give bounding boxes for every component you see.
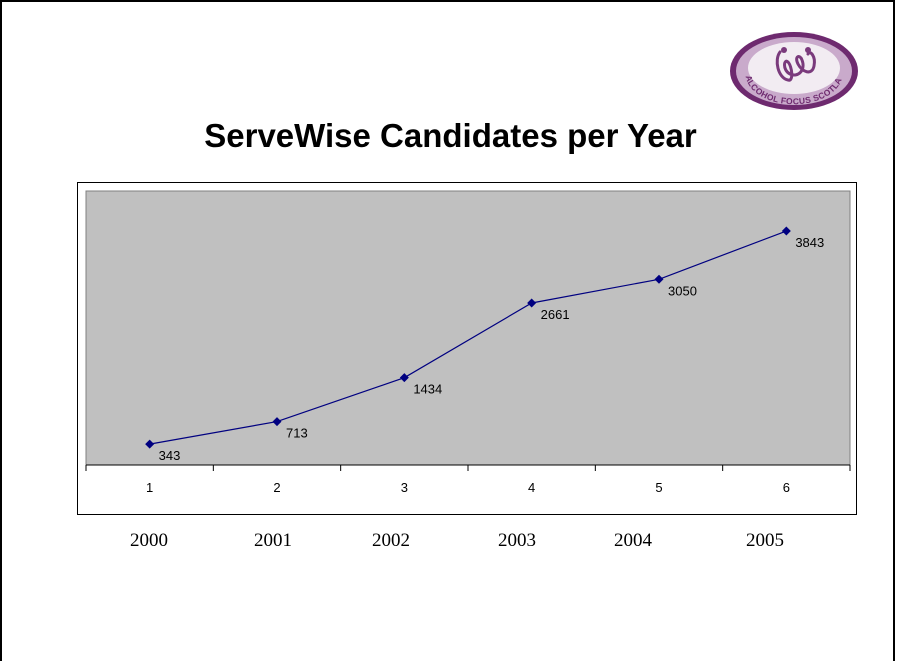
alcohol-focus-scotland-logo: ALCOHOL FOCUS SCOTLAND — [725, 22, 860, 112]
logo-graphic: ALCOHOL FOCUS SCOTLAND — [725, 22, 858, 110]
data-point-marker — [399, 373, 409, 383]
data-label: 3050 — [668, 283, 697, 298]
data-label: 713 — [286, 426, 308, 441]
x-tick-label: 5 — [655, 480, 662, 495]
chart-svg: 1 2 3 4 5 6 343 713 1434 2661 3050 3843 — [85, 190, 851, 495]
series-line — [149, 230, 787, 445]
year-label: 2004 — [614, 530, 652, 551]
line-chart: 1 2 3 4 5 6 343 713 1434 2661 3050 3843 — [77, 182, 857, 515]
year-label: 2003 — [498, 530, 536, 551]
x-tick-label: 3 — [401, 480, 408, 495]
x-tick-label: 4 — [528, 480, 535, 495]
data-point-marker — [654, 274, 664, 284]
data-label: 2661 — [541, 307, 570, 322]
x-tick-label: 1 — [146, 480, 153, 495]
x-tick-label: 2 — [273, 480, 280, 495]
data-point-marker — [272, 417, 282, 427]
year-label: 2002 — [372, 530, 410, 551]
data-label: 1434 — [413, 382, 442, 397]
year-label: 2000 — [130, 530, 168, 551]
data-point-marker — [781, 226, 791, 236]
year-labels-row: 2000 2001 2002 2003 2004 2005 — [2, 530, 897, 560]
data-label: 343 — [159, 448, 181, 463]
data-point-marker — [527, 298, 537, 308]
page-title: ServeWise Candidates per Year — [204, 117, 697, 154]
year-label: 2001 — [254, 530, 292, 551]
year-label: 2005 — [746, 530, 784, 551]
plot-area — [85, 190, 851, 466]
data-point-marker — [145, 439, 155, 449]
data-label: 3843 — [795, 235, 824, 250]
x-tick-label: 6 — [783, 480, 790, 495]
